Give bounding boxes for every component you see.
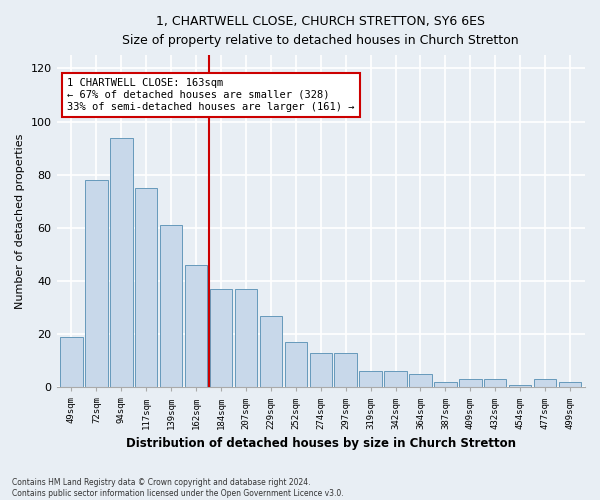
Bar [484,380,506,388]
Y-axis label: Number of detached properties: Number of detached properties [15,134,25,309]
Bar [434,382,457,388]
Text: Contains HM Land Registry data © Crown copyright and database right 2024.
Contai: Contains HM Land Registry data © Crown c… [12,478,344,498]
Bar [559,382,581,388]
Bar [210,289,232,388]
Bar [235,289,257,388]
Bar [110,138,133,388]
Bar [459,380,482,388]
Bar [509,384,532,388]
Bar [310,353,332,388]
Bar [160,225,182,388]
Bar [260,316,282,388]
Bar [409,374,431,388]
Bar [385,372,407,388]
Bar [534,380,556,388]
Bar [185,265,208,388]
Text: 1 CHARTWELL CLOSE: 163sqm
← 67% of detached houses are smaller (328)
33% of semi: 1 CHARTWELL CLOSE: 163sqm ← 67% of detac… [67,78,355,112]
X-axis label: Distribution of detached houses by size in Church Stretton: Distribution of detached houses by size … [126,437,516,450]
Bar [359,372,382,388]
Bar [60,337,83,388]
Bar [334,353,357,388]
Bar [85,180,107,388]
Title: 1, CHARTWELL CLOSE, CHURCH STRETTON, SY6 6ES
Size of property relative to detach: 1, CHARTWELL CLOSE, CHURCH STRETTON, SY6… [122,15,519,47]
Bar [284,342,307,388]
Bar [135,188,157,388]
